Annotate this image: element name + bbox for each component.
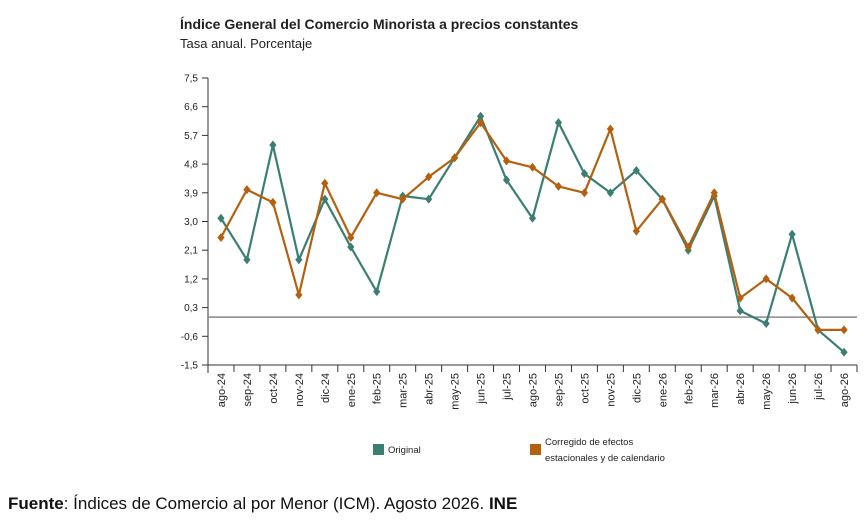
x-tick-label: jun-25 [476, 373, 488, 405]
x-tick-label: oct-25 [579, 373, 591, 404]
legend-swatch-corregido [530, 444, 541, 455]
data-point-marker [347, 242, 355, 252]
data-point-marker [347, 232, 355, 242]
x-tick-label: jul-26 [813, 373, 825, 401]
x-tick-label: ago-26 [839, 373, 851, 407]
legend-label-corregido-line2: estacionales y de calendario [545, 453, 665, 464]
source-org: INE [488, 494, 518, 513]
x-tick-label: ago-24 [216, 373, 228, 407]
series-corregido [217, 118, 848, 335]
data-point-marker [217, 232, 225, 242]
chart-title: Índice General del Comercio Minorista a … [180, 16, 579, 32]
data-point-marker [295, 290, 303, 300]
x-tick-label: jun-26 [787, 373, 799, 405]
data-point-marker [736, 293, 744, 303]
x-tick-label: may-25 [450, 373, 462, 410]
data-point-marker [762, 274, 770, 284]
data-point-marker [658, 194, 666, 204]
data-point-marker [554, 181, 563, 191]
data-point-marker [295, 255, 303, 265]
series-line [220, 121, 844, 331]
data-point-marker [528, 162, 537, 172]
data-point-marker [632, 165, 640, 175]
x-tick-label: feb-26 [683, 373, 695, 404]
chart-axes: 7,5 6,6 5,7 4,8 3,9 3,0 2,1 1,2 0,3 -0,6 -1,5 ago-2… [181, 74, 858, 410]
y-tick-label: -0,6 [181, 332, 199, 343]
data-point-marker [528, 213, 537, 223]
source-prefix: Fuente [8, 494, 64, 513]
y-tick-label: 4,8 [184, 160, 198, 171]
y-tick-label: 1,2 [184, 274, 198, 285]
y-tick-label: 3,9 [184, 188, 198, 199]
data-point-marker [243, 185, 251, 195]
x-tick-label: dic-24 [320, 373, 332, 403]
data-point-marker [788, 229, 796, 239]
data-point-marker [502, 175, 511, 185]
y-tick-label: 7,5 [184, 74, 198, 85]
data-point-marker [554, 118, 563, 128]
x-tick-label: ene-26 [657, 373, 669, 407]
data-point-marker [606, 188, 614, 198]
x-tick-label: ago-25 [528, 373, 540, 407]
source-note: Fuente: Índices de Comercio al por Menor… [8, 494, 517, 514]
data-point-marker [684, 242, 692, 252]
x-tick-label: sep-25 [553, 373, 565, 407]
series-group [217, 111, 848, 357]
data-point-marker [502, 156, 511, 166]
data-point-marker [399, 194, 407, 204]
data-point-marker [269, 197, 277, 207]
data-point-marker [762, 319, 770, 329]
data-point-marker [373, 287, 381, 297]
data-point-marker [321, 178, 329, 188]
legend-swatch-original [373, 444, 384, 455]
chart-subtitle: Tasa anual. Porcentaje [180, 36, 313, 51]
data-point-marker [840, 325, 848, 335]
data-point-marker [243, 255, 251, 265]
legend-label-original: Original [388, 445, 421, 456]
y-tick-label: 3,0 [184, 217, 198, 228]
y-tick-label: 6,6 [184, 102, 198, 113]
x-tick-label: may-26 [761, 373, 773, 410]
x-tick-label: oct-24 [268, 373, 280, 404]
data-point-marker [736, 306, 744, 316]
data-point-marker [269, 140, 277, 150]
x-tick-label: nov-25 [605, 373, 617, 407]
data-point-marker [606, 124, 614, 134]
data-point-marker [814, 325, 822, 335]
source-text: : Índices de Comercio al por Menor (ICM)… [63, 494, 489, 513]
x-tick-label: sep-24 [242, 373, 254, 407]
data-point-marker [321, 194, 329, 204]
x-tick-label: nov-24 [294, 373, 306, 407]
x-tick-label: mar-25 [398, 373, 410, 408]
data-point-marker [217, 213, 225, 223]
data-point-marker [373, 188, 381, 198]
x-tick-label: dic-25 [631, 373, 643, 403]
data-point-marker [476, 111, 485, 121]
line-chart: 7,5 6,6 5,7 4,8 3,9 3,0 2,1 1,2 0,3 -0,6 -1,5 ago-2… [181, 74, 858, 464]
data-point-marker [425, 172, 433, 182]
x-tick-label: abr-25 [424, 373, 436, 405]
x-tick-label: feb-25 [372, 373, 384, 404]
x-tick-label: abr-26 [735, 373, 747, 405]
data-point-marker [788, 293, 796, 303]
data-point-marker [425, 194, 433, 204]
y-tick-label: 5,7 [184, 131, 198, 142]
data-point-marker [580, 169, 589, 179]
y-tick-label: -1,5 [181, 361, 199, 372]
x-tick-label: jul-25 [502, 373, 514, 401]
y-tick-label: 0,3 [184, 303, 198, 314]
data-point-marker [710, 188, 718, 198]
data-point-marker [580, 188, 589, 198]
x-tick-label: mar-26 [709, 373, 721, 408]
data-point-marker [632, 226, 640, 236]
y-tick-label: 2,1 [184, 246, 198, 257]
data-point-marker [476, 118, 485, 128]
data-point-marker [840, 347, 848, 357]
x-tick-label: ene-25 [346, 373, 358, 407]
legend: Original Corregido de efectos estacionales… [373, 437, 665, 464]
data-point-marker [451, 153, 459, 163]
legend-label-corregido-line1: Corregido de efectos [545, 437, 633, 448]
